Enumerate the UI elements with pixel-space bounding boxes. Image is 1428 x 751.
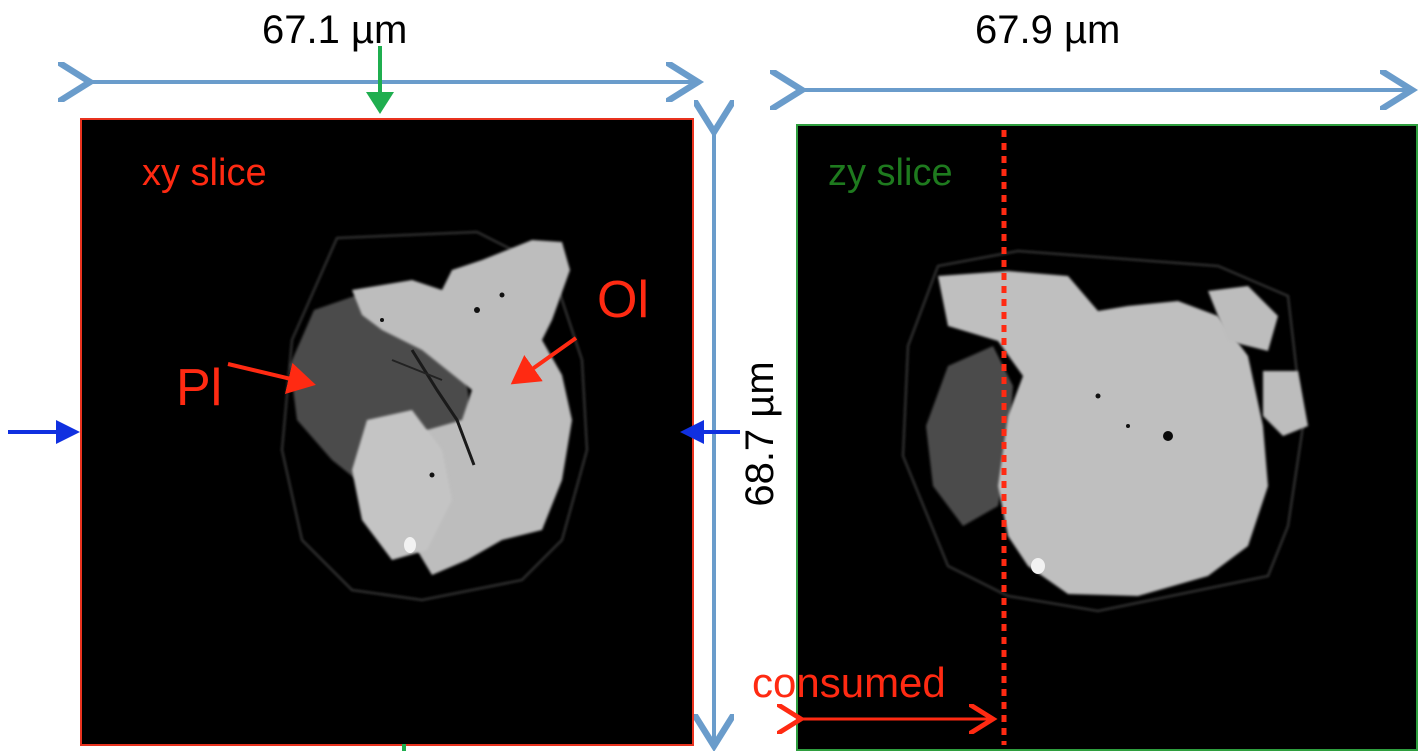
xy-slice-title: xy slice <box>142 152 267 194</box>
zy-grain-image <box>901 249 1308 613</box>
zy-slice-title: zy slice <box>828 152 953 194</box>
zy-slice-panel: zy slice <box>796 124 1418 751</box>
label-pl: Pl <box>176 359 223 417</box>
label-consumed: consumed <box>752 659 946 706</box>
xy-grain-image <box>280 230 589 602</box>
label-ol: Ol <box>597 271 649 329</box>
zy-width-label: 67.9 µm <box>975 8 1121 52</box>
pl-pointer-arrow <box>227 362 316 395</box>
xy-width-label: 67.1 µm <box>262 8 408 52</box>
xy-slice-panel: xy slice <box>80 118 694 746</box>
ol-pointer-arrow <box>510 336 578 385</box>
